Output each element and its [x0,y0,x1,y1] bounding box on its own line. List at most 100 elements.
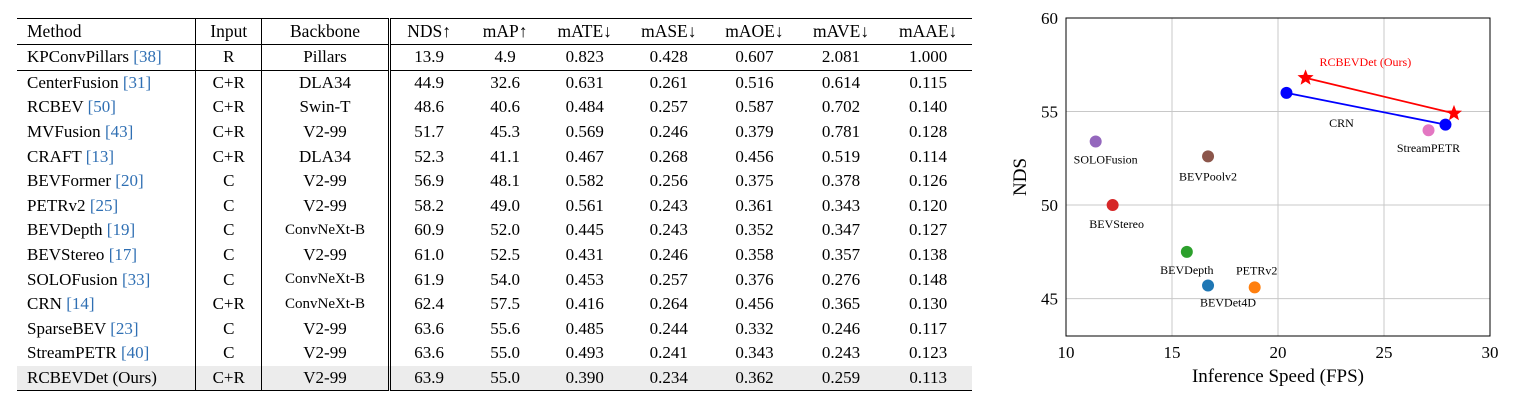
cell-method: BEVDepth [19] [17,218,197,243]
cell-method: RCBEV [50] [17,95,197,120]
cell-mate: 0.631 [565,72,604,92]
point-label-bevdepth: BEVDepth [1160,263,1213,277]
point-label-streampetr: StreamPETR [1397,141,1460,155]
cell-mase: 0.428 [626,44,712,71]
citation-link[interactable]: [19] [106,220,136,240]
cell-map: 57.5 [490,294,520,314]
cell-mate: 0.431 [565,245,604,265]
citation-link[interactable]: [40] [120,343,150,363]
cell-map: 49.0 [490,195,520,215]
cell-mate: 0.484 [565,97,604,117]
cell-mave: 0.276 [821,269,861,289]
cell-mase: 0.268 [649,146,688,166]
point-bevdepth [1180,245,1193,258]
nds-vs-fps-chart: 10 15 20 25 30 45 50 55 60 CRN RCBEVDet (Ours) SO… [1010,9,1499,387]
x-tick-label: 15 [1164,343,1181,362]
cell-mase: 0.261 [649,72,688,92]
cell-nds: 51.7 [414,122,444,142]
axis-ticks: 10 15 20 25 30 45 50 55 60 [1041,9,1499,362]
cell-mase: 0.264 [649,294,688,314]
x-tick-label: 20 [1270,343,1287,362]
table-body: KPConvPillars [38] R Pillars 13.9 4.9 0.823 0.… [17,44,972,392]
cell-map: 40.6 [490,97,520,117]
cell-method: BEVStereo [17] [17,242,197,268]
citation-link[interactable]: [43] [104,122,134,142]
citation-link[interactable]: [20] [115,171,144,191]
citation-link[interactable]: [17] [108,245,138,265]
cell-maae: 0.113 [884,365,972,392]
cell-nds: 63.6 [414,318,444,338]
citation-link[interactable]: [31] [122,72,152,92]
cell-maae: 0.120 [909,195,948,215]
cell-maoe: 0.358 [735,245,774,265]
cell-nds: 63.9 [389,365,468,392]
cell-nds: 52.3 [414,146,444,166]
cell-maoe: 0.362 [711,365,798,392]
citation-link[interactable]: [38] [133,47,162,67]
x-tick-label: 30 [1482,343,1499,362]
cell-backbone: DLA34 [261,144,391,169]
cell-input: C+R [195,95,263,120]
cell-backbone: DLA34 [261,70,391,96]
citation-link[interactable]: [13] [85,146,115,166]
cell-input: C [195,242,263,268]
chart-points: SOLOFusion BEVStereo BEVPoolv2 BEVDepth BEVD… [1074,124,1460,309]
citation-link[interactable]: [33] [121,269,151,289]
x-axis-label: Inference Speed (FPS) [1192,366,1364,387]
cell-input: C+R [195,365,263,392]
cell-mave: 0.357 [821,245,861,265]
cell-maae: 0.123 [909,343,948,363]
cell-backbone: V2-99 [261,341,391,366]
cell-backbone: V2-99 [261,168,391,194]
point-petrv2 [1248,281,1261,294]
point-crn [1280,86,1293,99]
cell-backbone: V2-99 [261,242,391,268]
citation-link[interactable]: [14] [66,294,95,314]
point-rcbevdet-ours-star [1445,104,1462,121]
series-line-crn [1286,91,1446,126]
cell-mate: 0.823 [542,44,627,71]
citation-link[interactable]: [25] [89,195,119,215]
method-name: CRN [27,294,62,314]
cell-input: C [195,193,263,219]
cell-mase: 0.244 [649,318,688,338]
cell-method: RCBEVDet (Ours) [17,365,197,392]
cell-input: C+R [195,291,263,317]
cell-mase: 0.234 [626,365,712,392]
cell-method: MVFusion [43] [17,119,197,145]
citation-link[interactable]: [23] [110,318,139,338]
cell-map: 52.5 [490,245,520,265]
cell-mave: 0.519 [821,146,861,166]
citation-link[interactable]: [50] [87,97,116,117]
cell-maae: 0.127 [909,220,948,240]
point-bevpoolv2 [1202,150,1215,163]
table-row: SparseBEV [23] C V2-99 63.6 55.6 0.485 0.244 0.… [17,316,972,342]
point-label-bevpoolv2: BEVPoolv2 [1179,169,1237,183]
cell-mave: 0.365 [821,294,861,314]
chart-grid [1065,17,1491,336]
cell-backbone: ConvNeXt-B [261,291,391,317]
cell-backbone: ConvNeXt-B [261,218,391,243]
cell-mave: 2.081 [797,44,885,71]
point-rcbevdet-ours-star [1297,69,1314,85]
table-row: SOLOFusion [33] C ConvNeXt-B 61.9 54.0 0.453 0… [17,267,972,292]
cell-maoe: 0.587 [735,97,774,117]
cell-backbone: V2-99 [261,316,391,342]
cell-backbone: V2-99 [261,365,391,392]
cell-maae: 0.140 [909,97,948,117]
cell-mase: 0.241 [649,343,688,363]
cell-input: C [195,267,263,292]
point-solofusion [1089,135,1102,148]
series-label-rcbevdet: RCBEVDet (Ours) [1320,55,1412,69]
cell-mate: 0.569 [565,122,604,142]
cell-mate: 0.467 [565,146,604,166]
column-header-mate: mATE↓ [542,18,627,45]
table-row: PETRv2 [25] C V2-99 58.2 49.0 0.561 0.243 0.361… [17,193,972,219]
method-name: BEVStereo [27,245,105,265]
cell-map: 41.1 [490,146,520,166]
cell-input: R [195,44,263,71]
cell-maoe: 0.352 [735,220,774,240]
cell-mase: 0.243 [649,220,688,240]
method-name: CenterFusion [27,72,119,92]
cell-nds: 58.2 [414,195,444,215]
